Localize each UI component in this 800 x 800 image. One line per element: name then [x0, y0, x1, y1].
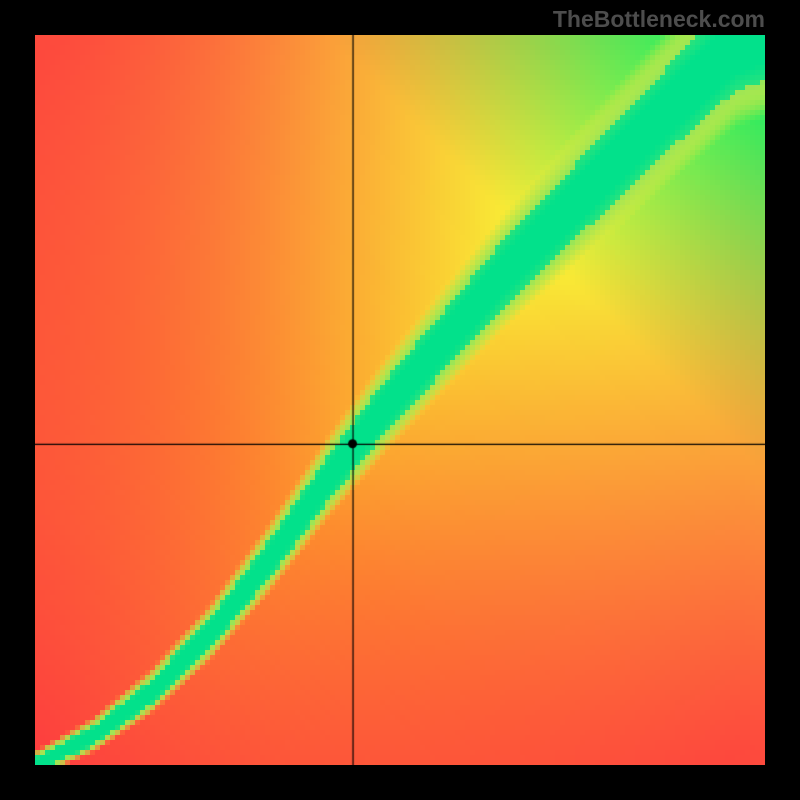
chart-container: TheBottleneck.com — [0, 0, 800, 800]
bottleneck-heatmap — [35, 35, 765, 765]
watermark-text: TheBottleneck.com — [553, 6, 765, 33]
